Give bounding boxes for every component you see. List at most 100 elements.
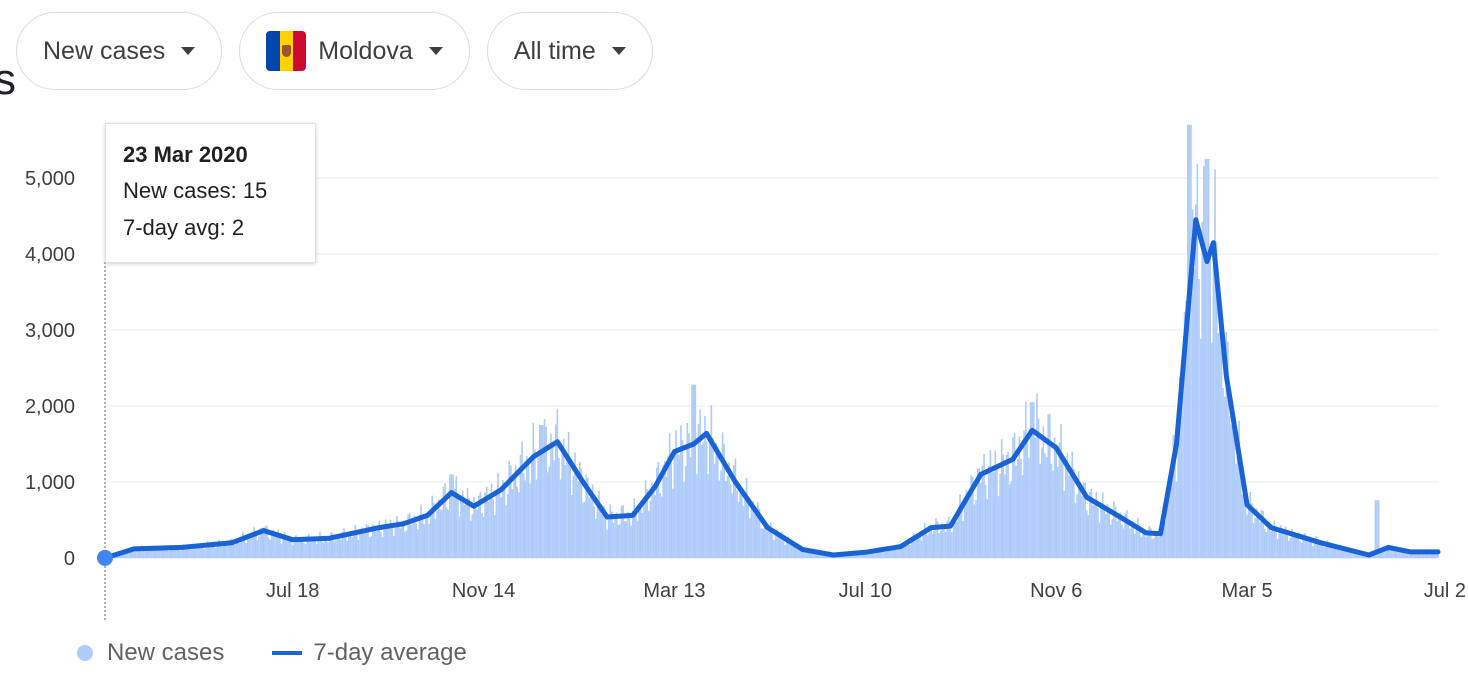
new-cases-bar (453, 488, 456, 558)
new-cases-bar (1305, 539, 1308, 558)
new-cases-bar (275, 533, 278, 558)
new-cases-bar (434, 519, 437, 558)
new-cases-bar (1068, 475, 1070, 558)
location-dropdown[interactable]: Moldova (239, 12, 470, 90)
time-range-dropdown[interactable]: All time (486, 12, 653, 90)
new-cases-bar (261, 527, 263, 558)
new-cases-bar (274, 536, 276, 558)
new-cases-bar (1400, 552, 1402, 558)
new-cases-bar (895, 546, 897, 558)
new-cases-bar (989, 449, 992, 558)
new-cases-bar (575, 470, 578, 558)
new-cases-bar (649, 500, 652, 558)
new-cases-bar (818, 552, 820, 558)
new-cases-bar (296, 536, 299, 558)
new-cases-bar (906, 540, 908, 558)
new-cases-bar (582, 502, 584, 558)
new-cases-bar (816, 551, 819, 558)
new-cases-bar (295, 535, 297, 558)
new-cases-bar (566, 455, 568, 558)
new-cases-bar (256, 540, 259, 558)
new-cases-bar (880, 549, 883, 558)
new-cases-bar (543, 419, 546, 558)
new-cases-bar (397, 521, 400, 558)
new-cases-bar (702, 442, 705, 558)
new-cases-bar (611, 511, 613, 558)
new-cases-bar (1142, 531, 1144, 558)
new-cases-bar (1421, 551, 1423, 558)
new-cases-bar (1203, 166, 1205, 558)
new-cases-bar (466, 487, 469, 558)
chart-controls: New cases Moldova All time (16, 12, 653, 90)
new-cases-bar (564, 464, 567, 558)
new-cases-bar (546, 472, 549, 558)
new-cases-bar (352, 532, 355, 558)
new-cases-bar (184, 546, 186, 558)
new-cases-bar (479, 491, 482, 558)
new-cases-bar (797, 549, 799, 558)
chart-legend: New cases 7-day average (77, 639, 467, 667)
new-cases-bar (1049, 413, 1051, 558)
page-title-fragment: s (0, 55, 16, 104)
new-cases-bar (1002, 454, 1005, 558)
new-cases-bar (726, 476, 729, 558)
new-cases-bar (1296, 533, 1298, 558)
new-cases-bar (769, 522, 772, 558)
new-cases-bar (1074, 503, 1077, 558)
new-cases-bar (668, 433, 671, 558)
new-cases-bar (322, 542, 324, 558)
new-cases-bar (704, 415, 706, 558)
new-cases-bar (580, 468, 583, 558)
new-cases-bar (181, 548, 183, 558)
new-cases-bar (490, 483, 493, 558)
new-cases-bar (1109, 524, 1112, 558)
new-cases-bar (1340, 548, 1343, 558)
new-cases-bar (484, 492, 486, 558)
new-cases-bar (768, 524, 770, 558)
new-cases-bar (307, 533, 310, 558)
new-cases-bar (320, 537, 323, 558)
new-cases-bar (1185, 300, 1187, 558)
new-cases-legend-icon (77, 645, 93, 661)
new-cases-bar (147, 547, 150, 558)
new-cases-bar (216, 544, 219, 558)
new-cases-bar (1355, 552, 1357, 558)
new-cases-bar (1158, 537, 1160, 558)
new-cases-bar (996, 467, 998, 558)
new-cases-bar (1154, 530, 1157, 558)
new-cases-bar (469, 520, 472, 558)
new-cases-bar (1000, 439, 1003, 558)
new-cases-bar (821, 553, 823, 558)
new-cases-bar (1138, 527, 1141, 558)
new-cases-bar (1140, 536, 1143, 558)
new-cases-bar (665, 477, 668, 558)
new-cases-bar (179, 550, 182, 558)
new-cases-bar (144, 551, 146, 558)
new-cases-bar (994, 450, 997, 558)
new-cases-bar (598, 491, 600, 558)
new-cases-bar (749, 517, 751, 558)
selected-point[interactable] (97, 549, 113, 566)
new-cases-bar (922, 532, 924, 558)
new-cases-bar (487, 501, 490, 558)
new-cases-bar (1292, 531, 1295, 558)
new-cases-bar (882, 547, 884, 558)
new-cases-bar (686, 422, 689, 558)
new-cases-bar (1121, 524, 1123, 558)
new-cases-bar (729, 483, 732, 558)
new-cases-bar (700, 444, 703, 558)
metric-dropdown[interactable]: New cases (16, 12, 223, 90)
new-cases-bar (290, 538, 292, 558)
new-cases-bar (287, 539, 289, 558)
new-cases-bar (213, 544, 215, 558)
new-cases-bar (1052, 470, 1054, 558)
new-cases-bar (1422, 551, 1425, 558)
new-cases-bar (672, 488, 674, 558)
new-cases-bar (988, 466, 990, 558)
new-cases-bar (1169, 488, 1171, 558)
new-cases-bar (277, 529, 280, 558)
new-cases-bar (1405, 549, 1407, 558)
new-cases-bar (1036, 393, 1038, 558)
new-cases-bar (789, 540, 791, 558)
